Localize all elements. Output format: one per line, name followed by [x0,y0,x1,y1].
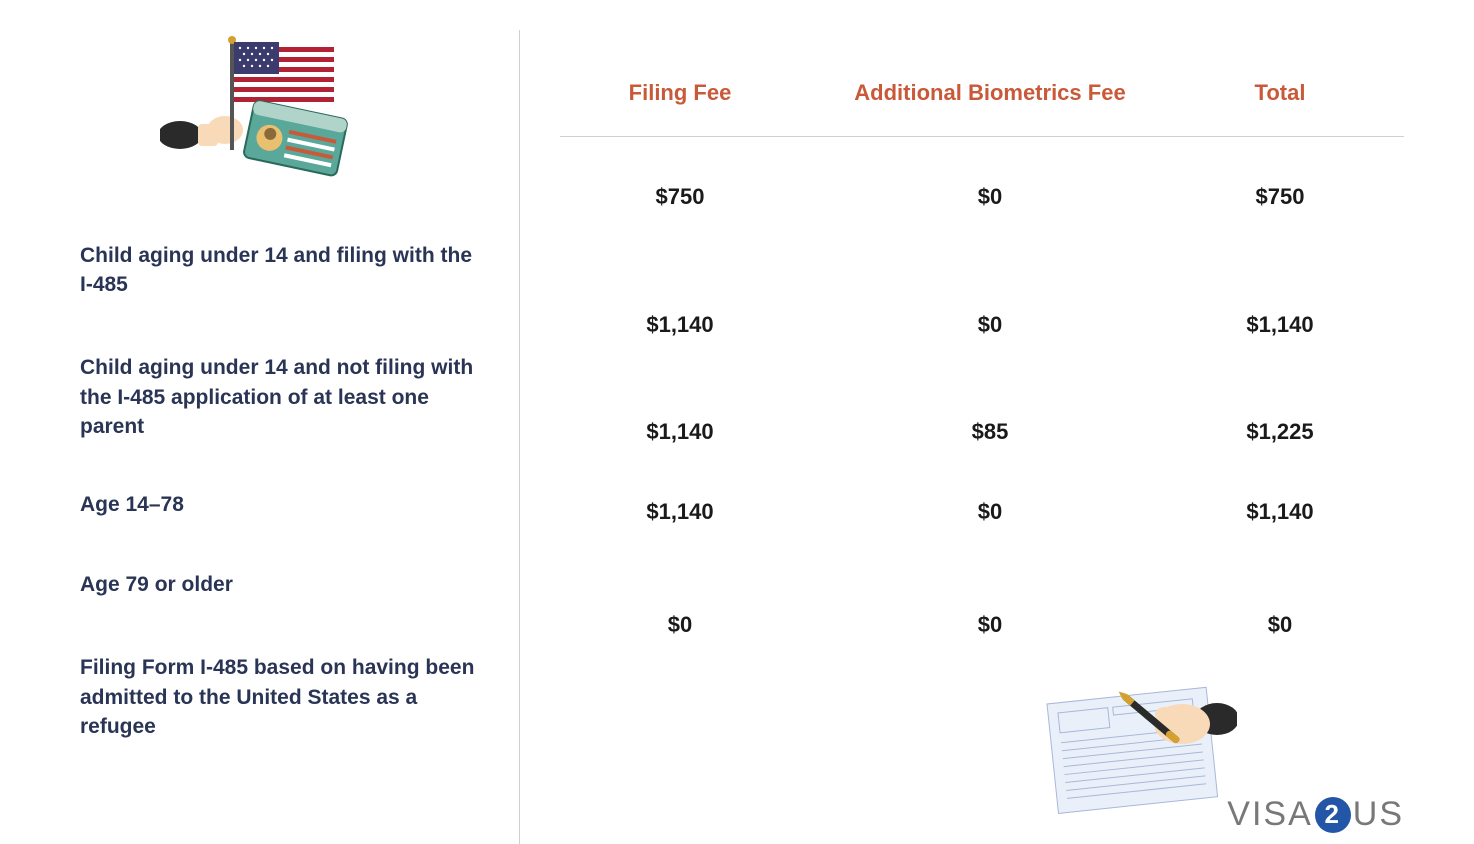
row-label: Child aging under 14 and filing with the… [80,210,489,330]
hand-signing-document-icon [1037,664,1237,814]
cell-total: $1,225 [1180,419,1380,445]
cell-filing: $750 [560,184,800,210]
left-column: Child aging under 14 and filing with the… [80,30,520,844]
brand-logo: VISA 2 US [1227,795,1404,834]
row-labels-list: Child aging under 14 and filing with the… [80,210,519,770]
header-filing-fee: Filing Fee [560,80,800,106]
table-header-row: Filing Fee Additional Biometrics Fee Tot… [560,80,1404,137]
row-label: Age 79 or older [80,545,489,625]
cell-biometrics: $0 [800,184,1180,210]
row-label: Age 14–78 [80,465,489,545]
header-biometrics-fee: Additional Biometrics Fee [800,80,1180,106]
flag-greencard-icon [160,30,360,180]
table-row: $1,140 $85 $1,225 [560,392,1404,472]
cell-filing: $1,140 [560,499,800,525]
row-label: Filing Form I-485 based on having been a… [80,625,489,770]
cell-biometrics: $0 [800,499,1180,525]
logo-area: VISA 2 US [1037,664,1404,834]
cell-total: $750 [1180,184,1380,210]
cell-total: $1,140 [1180,499,1380,525]
brand-circle-icon: 2 [1315,797,1351,833]
cell-total: $0 [1180,612,1380,638]
brand-text-part2: US [1353,795,1404,834]
table-row: $1,140 $0 $1,140 [560,257,1404,392]
brand-text-part1: VISA [1227,795,1312,834]
cell-total: $1,140 [1180,312,1380,338]
table-row: $750 $0 $750 [560,137,1404,257]
table-row: $1,140 $0 $1,140 [560,472,1404,552]
table-data-rows: $750 $0 $750 $1,140 $0 $1,140 $1,140 $85… [560,137,1404,697]
cell-biometrics: $0 [800,612,1180,638]
cell-biometrics: $85 [800,419,1180,445]
row-label: Child aging under 14 and not filing with… [80,330,489,465]
cell-filing: $1,140 [560,419,800,445]
cell-biometrics: $0 [800,312,1180,338]
cell-filing: $1,140 [560,312,800,338]
cell-filing: $0 [560,612,800,638]
header-total: Total [1180,80,1380,106]
